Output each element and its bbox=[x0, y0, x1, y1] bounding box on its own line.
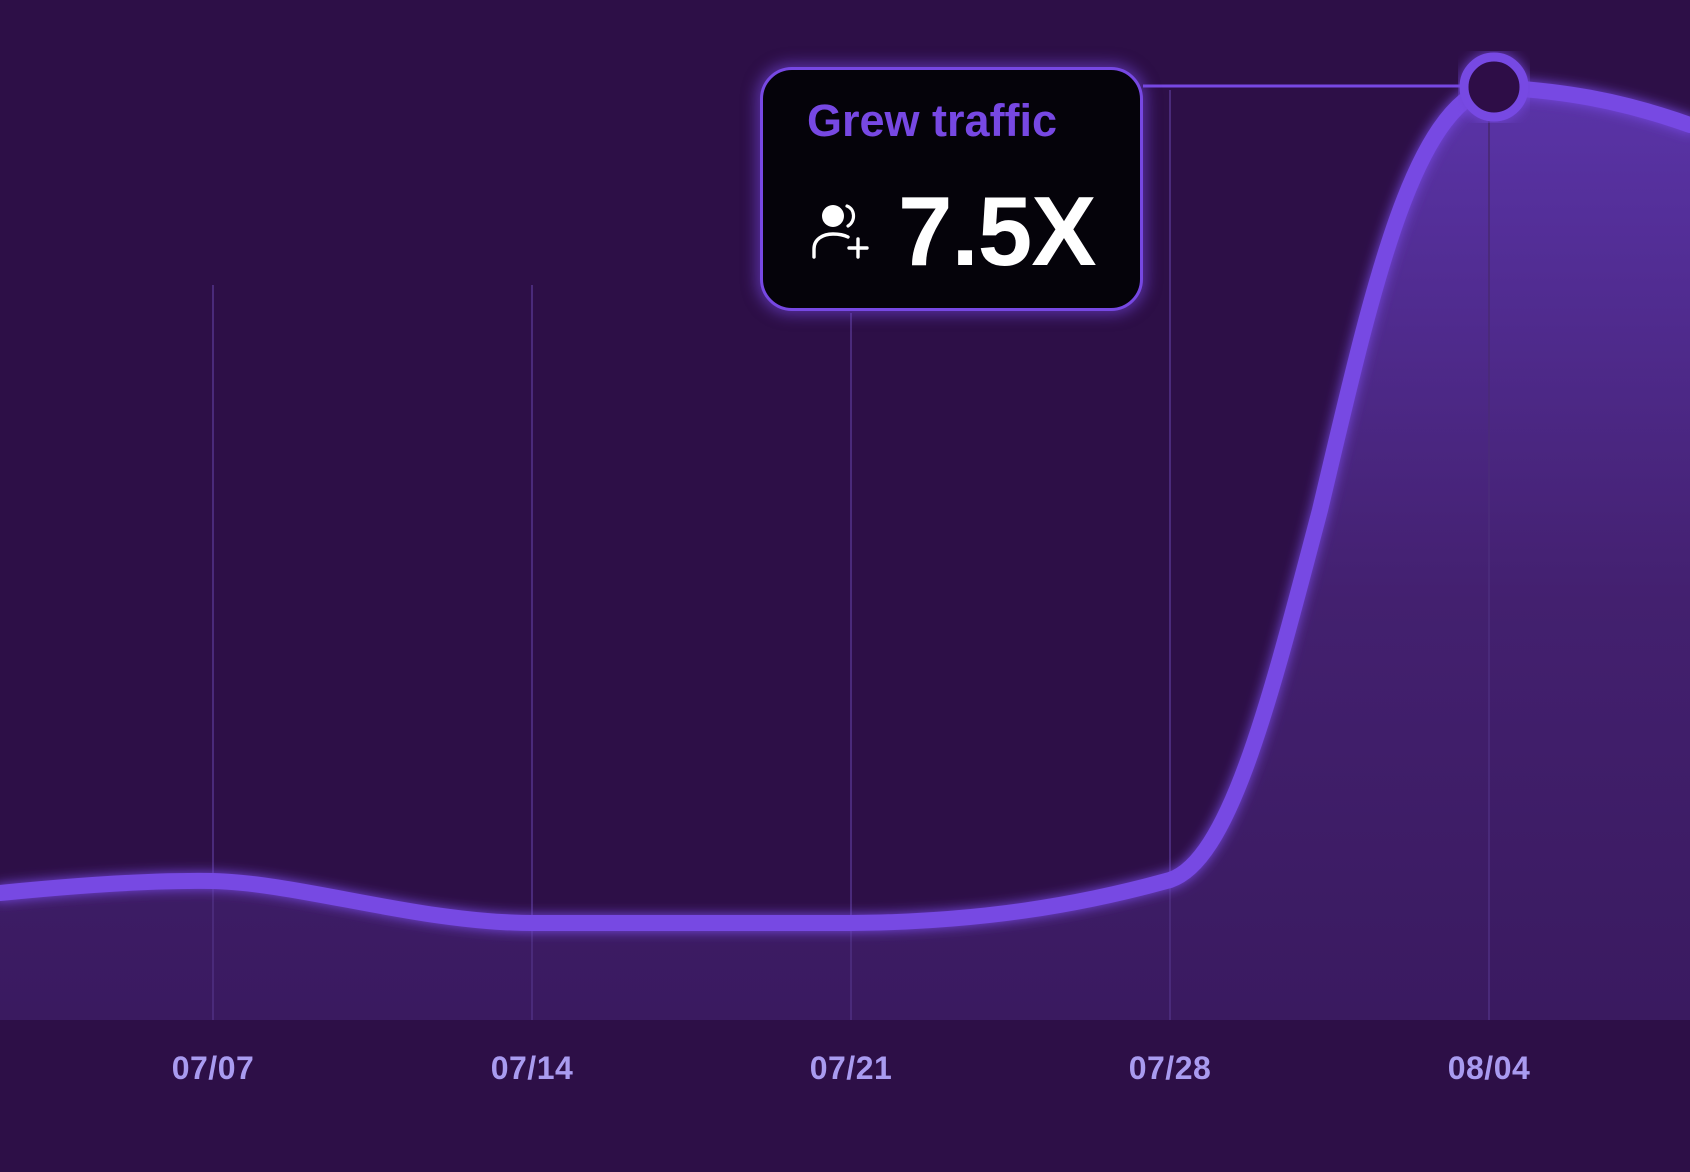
peak-marker[interactable] bbox=[1459, 52, 1529, 122]
x-tick-label-0728: 07/28 bbox=[1128, 1050, 1212, 1086]
gridlines bbox=[212, 90, 1490, 1020]
x-tick-label-0804: 08/04 bbox=[1447, 1050, 1531, 1086]
area-fill bbox=[0, 87, 1690, 1020]
growth-tooltip: Grew traffic 7.5X bbox=[760, 67, 1143, 311]
x-tick-label-0707: 07/07 bbox=[171, 1050, 255, 1086]
user-plus-icon bbox=[812, 204, 869, 259]
x-tick-label-0714: 07/14 bbox=[490, 1050, 574, 1086]
x-tick-label-0721: 07/21 bbox=[809, 1050, 893, 1086]
x-axis-band bbox=[0, 1020, 1690, 1172]
tooltip-value: 7.5X bbox=[898, 176, 1097, 286]
tooltip-title: Grew traffic bbox=[807, 95, 1058, 146]
